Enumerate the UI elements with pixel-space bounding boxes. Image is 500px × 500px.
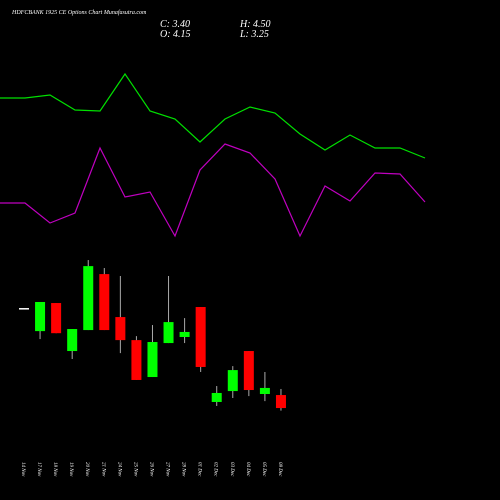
x-tick-label: 14 Nov <box>20 462 25 477</box>
candle-body <box>51 303 62 334</box>
x-tick-label: 02 Dec <box>213 462 218 477</box>
close-label: C: 3.40 <box>160 19 190 30</box>
x-tick-label: 20 Nov <box>84 462 89 477</box>
open-label: O: 4.15 <box>160 29 191 40</box>
x-tick-label: 01 Dec <box>197 462 202 477</box>
indicator-line <box>0 72 426 159</box>
candle-body <box>35 301 46 332</box>
chart-title: HDFCBANK 1925 CE Options Chart Munafasut… <box>11 9 147 16</box>
x-tick-label: 05 Dec <box>261 462 266 477</box>
x-tick-label: 28 Nov <box>181 462 186 477</box>
candle-body <box>19 308 29 310</box>
x-tick-label: 26 Nov <box>148 462 153 477</box>
x-tick-label: 18 Nov <box>52 462 57 477</box>
candle-body <box>211 392 222 402</box>
candle-body <box>99 274 110 331</box>
x-tick-label: 08 Dec <box>277 462 282 477</box>
candle-body <box>163 322 174 344</box>
indicator-line <box>0 143 426 238</box>
x-tick-label: 21 Nov <box>100 462 105 477</box>
x-tick-label: 19 Nov <box>68 462 73 477</box>
x-tick-label: 17 Nov <box>36 462 41 477</box>
candle-body <box>259 387 270 395</box>
candle-body <box>115 317 126 341</box>
x-tick-label: 25 Nov <box>132 462 137 477</box>
high-label: H: 4.50 <box>239 19 271 30</box>
candle-body <box>195 307 206 367</box>
x-tick-label: 04 Dec <box>245 462 250 477</box>
low-label: L: 3.25 <box>239 29 269 40</box>
candle-body <box>131 340 142 380</box>
x-tick-label: 03 Dec <box>229 462 234 477</box>
x-tick-label: 24 Nov <box>116 462 121 477</box>
candle-body <box>83 266 94 331</box>
x-tick-label: 27 Nov <box>165 462 170 477</box>
candle-body <box>67 329 78 352</box>
candle-body <box>179 331 190 337</box>
candle-body <box>275 395 286 409</box>
candle-body <box>243 351 254 391</box>
candle-body <box>147 342 158 378</box>
candle-body <box>227 370 238 392</box>
